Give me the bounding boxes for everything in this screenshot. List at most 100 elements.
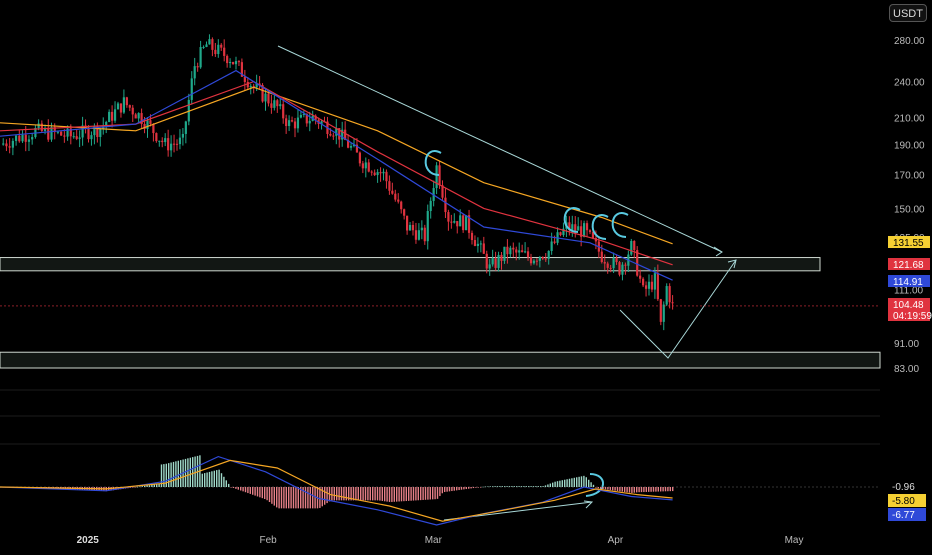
macd-histogram-bar	[297, 487, 299, 509]
macd-histogram-bar	[600, 487, 602, 489]
macd-histogram-bar	[232, 487, 235, 488]
candle-body	[370, 171, 373, 173]
macd-histogram-bar	[357, 487, 359, 501]
macd-histogram-bar	[170, 462, 172, 487]
macd-histogram-bar	[475, 487, 477, 488]
candle-body	[170, 143, 173, 151]
candle-body	[8, 146, 11, 148]
macd-histogram-bar	[148, 485, 151, 487]
macd-histogram-bar	[146, 485, 148, 487]
macd-value-label: -0.96	[892, 482, 915, 493]
macd-histogram-bar	[566, 479, 568, 487]
candles	[2, 34, 674, 331]
macd-histogram-bar	[487, 486, 489, 488]
candle-body	[40, 123, 43, 131]
macd-histogram-bar	[350, 487, 352, 501]
macd-signal-line	[0, 459, 673, 522]
candle-body	[50, 127, 53, 140]
macd-histogram-bar	[163, 464, 165, 487]
candle-body	[665, 286, 668, 305]
candle-body	[653, 273, 656, 290]
candle-body	[229, 61, 232, 64]
macd-histogram-bar	[439, 487, 441, 497]
candle-body	[650, 281, 654, 290]
macd-histogram-bar	[331, 487, 333, 501]
candle-body	[633, 240, 636, 251]
candle-body	[226, 55, 229, 64]
macd-histogram-bar	[592, 484, 595, 487]
macd-histogram-bar	[136, 486, 139, 488]
projection-path	[619, 259, 737, 359]
macd-histogram-bar	[561, 480, 563, 487]
candle-body	[642, 278, 645, 286]
candle-body	[249, 85, 252, 88]
candle-body	[69, 128, 72, 137]
macd-histogram-bar	[504, 486, 506, 487]
macd-histogram-bar	[540, 486, 542, 487]
macd-histogram-bar	[211, 471, 213, 487]
macd-histogram-bar	[621, 487, 623, 492]
macd-histogram-bar	[648, 487, 650, 492]
macd-histogram-bar	[338, 487, 340, 501]
candle-body	[453, 221, 456, 223]
macd-histogram-bar	[496, 486, 499, 487]
macd-histogram-bar	[348, 487, 350, 501]
candle-body	[562, 228, 565, 236]
macd-histogram-bar	[403, 487, 405, 502]
candle-body	[131, 107, 134, 115]
macd-histogram-bar	[280, 487, 283, 509]
macd-histogram-bar	[516, 486, 518, 487]
macd-histogram-bar	[573, 477, 575, 487]
macd-histogram-bar	[624, 487, 626, 492]
macd-histogram-bar	[597, 487, 599, 489]
macd-histogram-bar	[616, 487, 619, 491]
candle-body	[391, 190, 394, 194]
candle-body	[479, 243, 482, 245]
candle-body	[111, 111, 114, 121]
y-tick-label: 170.00	[894, 171, 925, 182]
candle-body	[81, 125, 84, 138]
currency-badge[interactable]: USDT	[889, 4, 927, 22]
macd-histogram-bar	[660, 487, 662, 492]
candle-body	[270, 103, 273, 108]
price-tag-label: 131.55	[893, 238, 924, 249]
macd-histogram-bar	[643, 487, 645, 493]
candle-body	[494, 258, 497, 268]
macd-histogram-bar	[631, 487, 633, 493]
macd-histogram-bar	[460, 487, 463, 490]
candle-body	[521, 250, 524, 253]
candle-body	[349, 146, 353, 148]
x-tick-label: Apr	[608, 535, 624, 546]
candle-body	[568, 222, 571, 230]
macd-histogram-bar	[189, 457, 191, 487]
macd-histogram-bar	[619, 487, 621, 492]
macd-histogram-bar	[268, 487, 271, 503]
candle-body	[31, 137, 34, 140]
candle-body	[400, 201, 403, 210]
candle-body	[90, 135, 93, 140]
macd-histogram-bar	[153, 484, 155, 487]
candle-body	[146, 120, 149, 129]
candle-body	[231, 61, 235, 65]
macd-histogram-bar	[444, 487, 446, 493]
macd-histogram-bar	[254, 487, 256, 496]
macd-histogram-bar	[252, 487, 254, 495]
candle-body	[547, 250, 550, 259]
macd-histogram-bar	[398, 487, 400, 502]
candle-body	[385, 171, 388, 182]
candle-body	[473, 240, 477, 246]
candle-body	[53, 127, 56, 133]
price-tag-label: 104.48	[893, 300, 924, 311]
candle-body	[414, 230, 418, 240]
macd-histogram-bar	[288, 487, 290, 509]
candle-body	[122, 97, 125, 113]
candle-body	[143, 124, 146, 129]
candle-body	[299, 115, 302, 118]
macd-histogram-bar	[528, 486, 530, 487]
candle-body	[355, 144, 359, 153]
macd-histogram-bar	[290, 487, 292, 509]
candle-body	[196, 66, 199, 68]
candle-body	[155, 133, 158, 141]
